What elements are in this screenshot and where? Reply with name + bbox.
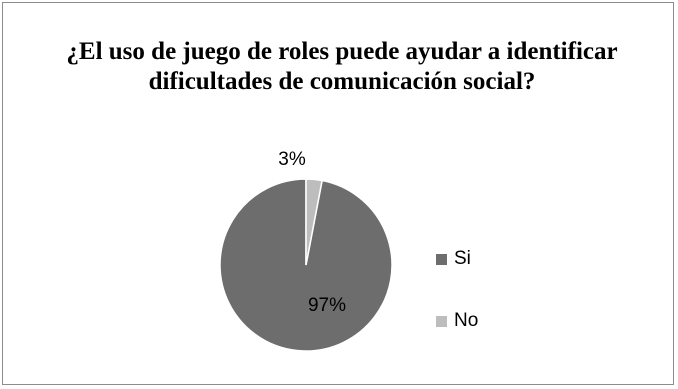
legend-item-no: No	[436, 310, 478, 332]
chart-legend: Si No	[436, 248, 478, 372]
data-label-no: 3%	[278, 149, 306, 170]
legend-label-no: No	[454, 310, 479, 331]
pie-slice-no	[305, 178, 323, 266]
legend-swatch-no	[436, 315, 447, 327]
data-label-si: 97%	[308, 295, 346, 316]
legend-item-si: Si	[436, 248, 478, 270]
legend-label-si: Si	[454, 248, 471, 269]
chart-title: ¿El uso de juego de roles puede ayudar a…	[66, 38, 618, 95]
legend-swatch-si	[436, 253, 447, 265]
